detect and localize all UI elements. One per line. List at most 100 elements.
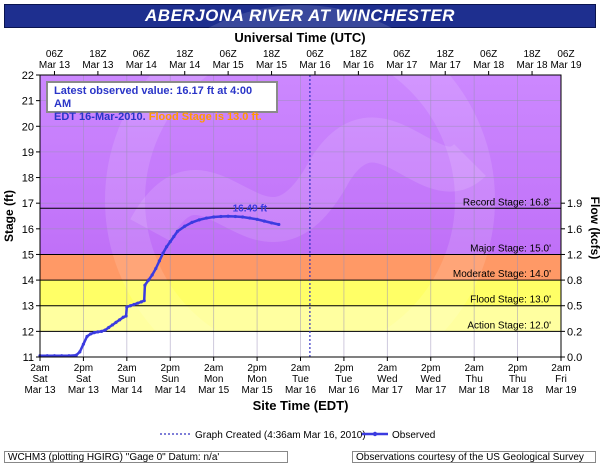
chart-legend: Graph Created (4:36am Mar 16, 2010) Obser… xyxy=(160,430,435,441)
top-tick-date: Mar 16 xyxy=(299,60,331,71)
x-tick-time: 2am xyxy=(117,363,136,374)
observed-point xyxy=(241,215,245,219)
observed-point xyxy=(103,328,107,332)
axes: 11 12 13 14 15 16 17 18 19 20 21 22 Stage (ft) 0.0 0.2… xyxy=(2,30,600,413)
stage-label: Major Stage: 15.0' xyxy=(470,243,551,254)
x-tick-day: Sun xyxy=(161,374,179,385)
observed-point xyxy=(81,342,86,346)
y2-tick-label: 1.2 xyxy=(567,249,582,261)
top-tick-time: 06Z xyxy=(306,49,323,60)
latest-value-line1: Latest observed value: 16.17 ft at 4:00 … xyxy=(54,85,253,110)
legend-created-label: Graph Created (4:36am Mar 16, 2010) xyxy=(195,430,366,441)
y-tick-label: 12 xyxy=(22,326,34,338)
legend-observed-label: Observed xyxy=(392,430,435,441)
latest-value-box: Latest observed value: 16.17 ft at 4:00 … xyxy=(46,81,278,123)
observed-point xyxy=(117,318,122,322)
x-tick-time: 2pm xyxy=(508,363,527,374)
y2-tick-label: 0.0 xyxy=(567,352,582,364)
top-tick-time: 18Z xyxy=(350,49,367,60)
observed-point xyxy=(197,218,201,222)
observed-point xyxy=(204,216,209,220)
x-tick-day: Wed xyxy=(421,374,441,385)
observed-point xyxy=(124,314,128,318)
top-tick-date: Mar 18 xyxy=(473,60,505,71)
x-tick-day: Sun xyxy=(118,374,136,385)
x-tick-day: Thu xyxy=(509,374,526,385)
x-tick-date: Mar 16 xyxy=(285,385,317,396)
observed-point xyxy=(212,215,216,219)
x-tick-date: Mar 14 xyxy=(111,385,143,396)
x-tick-date: Mar 13 xyxy=(68,385,100,396)
watermark-ring xyxy=(105,5,495,395)
x-tick-time: 2pm xyxy=(247,363,266,374)
observed-point xyxy=(125,305,129,309)
y-tick-label: 15 xyxy=(22,249,34,261)
y-tick-label: 13 xyxy=(22,301,34,313)
observed-point xyxy=(154,266,158,271)
x-tick-day: Sat xyxy=(76,374,91,385)
observed-point xyxy=(190,220,194,225)
legend-observed-dot xyxy=(372,431,378,437)
stage-label: Action Stage: 12.0' xyxy=(467,320,551,331)
top-tick-date: Mar 13 xyxy=(39,60,71,71)
observed-point xyxy=(92,331,96,335)
observed-point xyxy=(146,278,151,282)
x-tick-date: Mar 16 xyxy=(328,385,360,396)
observed-point xyxy=(262,219,266,223)
observed-point xyxy=(74,353,78,357)
peak-label: 16.49 ft xyxy=(233,203,268,214)
observed-point xyxy=(183,224,187,228)
y2-tick-label: 1.6 xyxy=(567,224,582,236)
observed-point xyxy=(136,301,140,305)
x-tick-time: 2pm xyxy=(421,363,440,374)
chart-title: ABERJONA RIVER AT WINCHESTER xyxy=(4,4,596,28)
x-tick-time: 2am xyxy=(204,363,223,374)
observed-point xyxy=(172,234,176,239)
y2-tick-label: 0.5 xyxy=(567,301,582,313)
top-tick-date: Mar 18 xyxy=(516,60,548,71)
y2-tick-label: 0.2 xyxy=(567,326,582,338)
latest-value-date: EDT 16-Mar-2010. xyxy=(54,111,146,123)
y-tick-label: 14 xyxy=(22,275,34,287)
top-tick-date: Mar 14 xyxy=(126,60,158,71)
observed-point xyxy=(142,299,146,303)
observed-point xyxy=(269,221,274,225)
stage-label: Flood Stage: 13.0' xyxy=(470,295,551,306)
observed-point xyxy=(110,323,114,327)
observed-point xyxy=(139,300,143,304)
x-tick-time: 2pm xyxy=(334,363,353,374)
y-tick-label: 16 xyxy=(22,224,34,236)
observed-point xyxy=(128,304,133,308)
observed-point xyxy=(78,350,82,354)
x-tick-time: 2am xyxy=(30,363,49,374)
x-tick-time: 2pm xyxy=(74,363,93,374)
x-tick-date: Mar 13 xyxy=(24,385,56,396)
observed-point xyxy=(219,214,223,219)
top-tick-time: 18Z xyxy=(89,49,106,60)
x-tick-day: Tue xyxy=(335,374,352,385)
y2-axis-title: Flow (kcfs) xyxy=(588,197,600,260)
x-axis-title: Site Time (EDT) xyxy=(253,398,349,413)
flood-stage-note: Flood Stage is 13.0 ft. xyxy=(148,111,262,123)
x-tick-date: Mar 18 xyxy=(459,385,491,396)
observed-point xyxy=(248,216,252,220)
x-tick-date: Mar 18 xyxy=(502,385,534,396)
top-tick-date: Mar 17 xyxy=(386,60,418,71)
x-tick-date: Mar 15 xyxy=(198,385,230,396)
observed-point xyxy=(226,214,230,218)
y2-tick-label: 1.9 xyxy=(567,198,582,210)
y-tick-label: 20 xyxy=(22,121,34,133)
observed-point xyxy=(255,217,259,221)
top-tick-time: 18Z xyxy=(437,49,454,60)
observed-point xyxy=(168,240,172,244)
x-tick-date: Mar 17 xyxy=(372,385,404,396)
top-tick-date: Mar 19 xyxy=(550,60,582,71)
x-tick-date: Mar 19 xyxy=(545,385,577,396)
observed-point xyxy=(96,330,100,334)
gage-info: WCHM3 (plotting HGIRG) "Gage 0" Datum: n… xyxy=(4,451,288,463)
top-tick-time: 06Z xyxy=(46,49,63,60)
latest-value-line2: EDT 16-Mar-2010. Flood Stage is 13.0 ft. xyxy=(54,111,270,124)
y-tick-label: 11 xyxy=(23,352,34,364)
